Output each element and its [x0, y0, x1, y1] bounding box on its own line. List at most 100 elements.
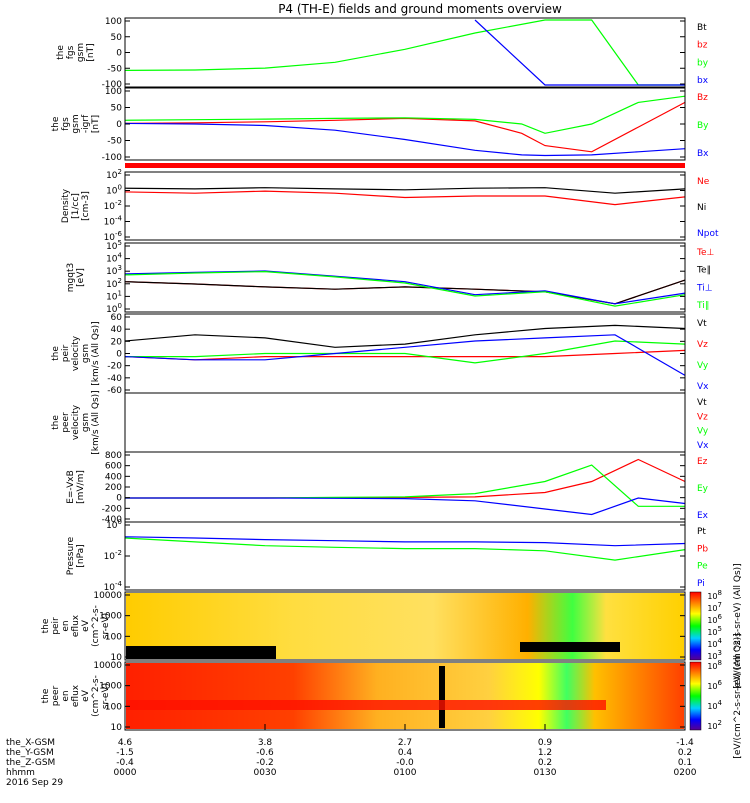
colorbar-label-text: [eV/(cm^2-s-sr-eV) (All Qs)]	[733, 633, 743, 758]
y-label-line: eV	[81, 619, 91, 632]
legend-fgs-bz: bz	[697, 41, 708, 51]
x-tick-label: 0030	[254, 768, 277, 778]
colorbar-tick-peir_flux: 107	[707, 601, 722, 613]
colorbar-label-peir_flux: [eV/(cm^2-s-sr-eV) (All Qs)]	[733, 563, 743, 688]
y-tick-label-density: 102	[106, 168, 122, 181]
y-label-line: gsm	[81, 413, 91, 432]
y-label-line: the	[51, 415, 61, 430]
y-label-fgs: the fgs gsm [nT]	[56, 43, 96, 62]
y-tick-label-temperature: 103	[106, 264, 122, 277]
y-label-line: [cm-3]	[81, 191, 91, 221]
x-tick-label: 0000	[114, 768, 137, 778]
y-label-line: fgs	[61, 117, 71, 131]
legend-peir_velocity-Vz: Vz	[697, 340, 708, 350]
legend-fgs_dc-Bz: Bz	[697, 93, 708, 103]
x-tick-label: -0.0	[396, 758, 414, 768]
x-tick-label: 3.8	[258, 738, 273, 748]
series-line-Ti∥	[124, 270, 686, 307]
legend-peer_velocity-Vt: Vt	[697, 398, 707, 408]
y-tick-label-temperature: 104	[106, 252, 122, 265]
legend-pressure-Pi: Pi	[697, 579, 705, 589]
y-tick-label-peir_velocity: 0	[116, 350, 122, 360]
x-tick-label: -1.5	[116, 748, 134, 758]
y-label-line: [km/s (All Qs)]	[91, 321, 101, 385]
colorbar-label-text: [eV/(cm^2-s-sr-eV) (All Qs)]	[733, 563, 743, 688]
y-tick-label-peer_flux: 10000	[93, 661, 122, 671]
y-label-line: the	[51, 116, 61, 131]
y-tick-label-peer_flux: 10	[111, 723, 123, 733]
y-label-line: peir	[51, 617, 61, 635]
y-label-line: [nPa]	[76, 544, 86, 567]
y-label-peir_velocity: the peir velocity gsm [km/s (All Qs)]	[51, 321, 101, 385]
y-label-efield: E=-VxB [mV/m]	[66, 470, 86, 504]
colorbar-peir_flux	[689, 591, 702, 661]
y-tick-label-fgs_dc: -100	[102, 153, 123, 163]
panel-frame-fgs	[124, 17, 686, 88]
series-line-Bx	[124, 122, 686, 157]
x-tick-label: -0.2	[256, 758, 274, 768]
y-tick-label-peir_velocity: 20	[111, 337, 123, 347]
y-label-line: [nT]	[91, 115, 101, 133]
y-tick-label-density: 10-4	[104, 215, 123, 228]
x-tick-label: 2.7	[398, 738, 412, 748]
y-tick-label-density: 10-2	[104, 199, 122, 212]
legend-fgs_dc-Bx: Bx	[697, 149, 709, 159]
x-tick-label: 0200	[674, 768, 697, 778]
y-label-line: -igrf	[81, 114, 91, 133]
x-tick-label: 0.2	[538, 758, 552, 768]
x-row-label: the_X-GSM	[6, 738, 55, 748]
colorbar-tick-peer_flux: 104	[707, 699, 722, 711]
y-tick-label-efield: 600	[105, 462, 122, 472]
y-label-peer_velocity: the peer velocity gsm [km/s (All Qs)]	[51, 390, 101, 454]
y-label-line: mgqt3	[66, 263, 76, 292]
legend-pressure-Pt: Pt	[697, 527, 706, 537]
series-line-Ni	[124, 187, 686, 194]
y-label-line: [eV]	[76, 268, 86, 287]
y-label-line: gsm	[81, 344, 91, 363]
y-tick-label-fgs: 100	[105, 17, 122, 27]
y-tick-label-fgs: -100	[102, 80, 123, 90]
legend-temperature-Ti∥: Ti∥	[696, 301, 709, 311]
legend-fgs-by: by	[697, 58, 709, 68]
series-line-Ti⊥	[124, 270, 686, 305]
y-tick-label-peir_velocity: 40	[111, 325, 123, 335]
y-tick-label-fgs: 50	[111, 33, 123, 43]
y-label-line: the	[56, 45, 66, 60]
axes-layer	[124, 17, 702, 731]
y-label-peer_flux: the peer en eflux eV (cm^2-s-sr-eV)	[41, 675, 111, 717]
plot-title: P4 (TH-E) fields and ground moments over…	[278, 2, 562, 16]
y-tick-label-efield: 800	[105, 451, 122, 461]
y-label-line: [1/cc]	[71, 193, 81, 219]
series-line-Ey	[125, 464, 685, 507]
x-tick-label: -1.4	[676, 738, 694, 748]
y-label-line: gsm	[71, 114, 81, 133]
y-tick-label-temperature: 102	[106, 277, 122, 290]
y-label-line: [km/s (All Qs)]	[91, 390, 101, 454]
y-label-line: Density	[61, 188, 71, 223]
y-tick-label-fgs_dc: 50	[111, 104, 123, 114]
x-tick-label: 4.6	[118, 738, 133, 748]
y-label-peir_flux: the peir en eflux eV (cm^2-s-sr-eV)	[41, 605, 111, 647]
series-line-Te∥	[124, 279, 686, 305]
x-tick-label: 0.1	[678, 758, 692, 768]
series-line-Vz	[124, 349, 686, 361]
colorbar-tick-peer_flux: 102	[707, 719, 722, 731]
y-label-temperature: mgqt3 [eV]	[66, 263, 86, 292]
y-label-line: sr-eV)	[101, 613, 111, 639]
y-tick-label-efield: 400	[105, 472, 122, 482]
y-tick-label-peir_flux: 100	[105, 632, 122, 642]
y-tick-label-peer_flux: 100	[105, 702, 122, 712]
y-tick-label-peer_flux: 1000	[99, 682, 122, 692]
y-tick-label-peir_velocity: -60	[107, 386, 122, 396]
y-label-line: fgs	[66, 45, 76, 59]
y-label-line: [nT]	[86, 43, 96, 61]
colorbar-label-peer_flux: [eV/(cm^2-s-sr-eV) (All Qs)]	[733, 633, 743, 758]
y-label-line: Pressure	[66, 536, 76, 575]
y-label-line: the	[41, 618, 51, 633]
y-tick-label-fgs: 0	[116, 49, 122, 59]
y-tick-label-peir_velocity: -40	[107, 374, 122, 384]
